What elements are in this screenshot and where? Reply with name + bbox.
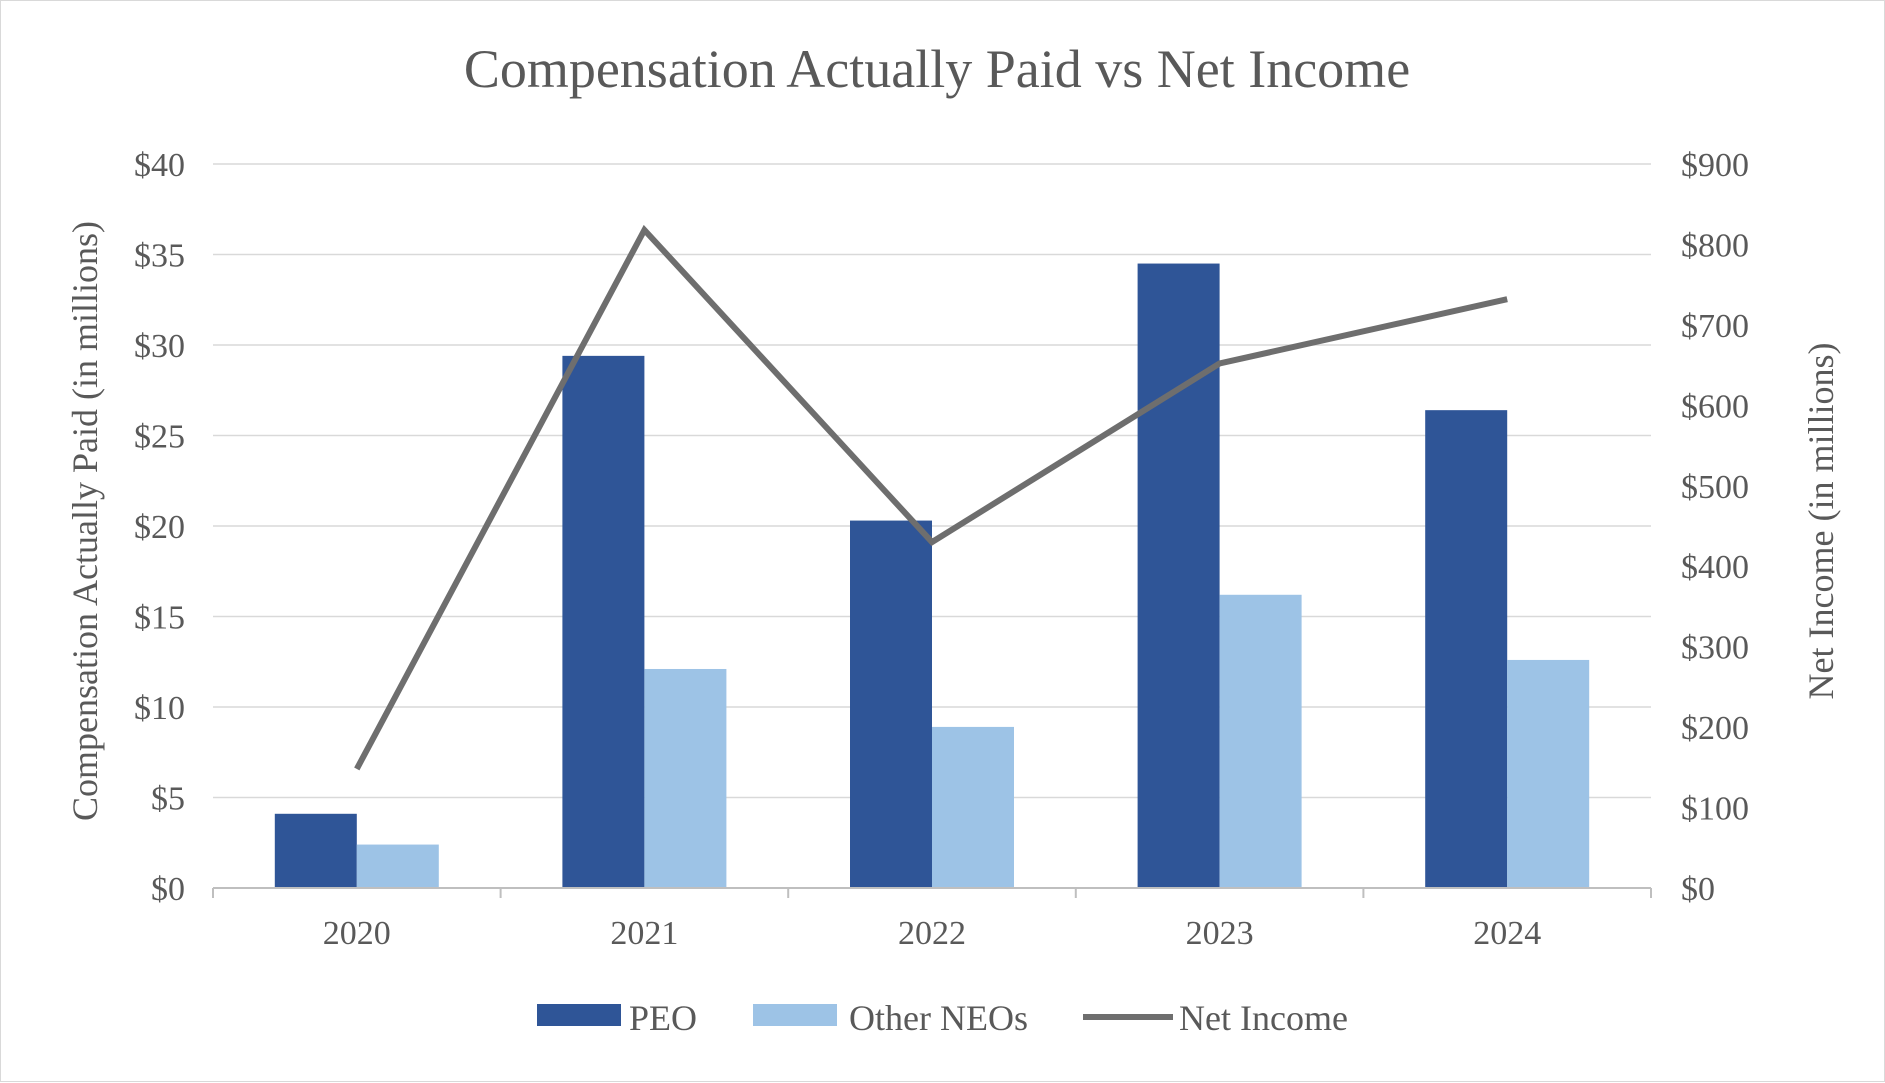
right-tick-label: $500 bbox=[1681, 469, 1749, 506]
bar-other-neos bbox=[644, 669, 726, 888]
left-tick-label: $5 bbox=[151, 781, 185, 818]
legend-swatch-peo bbox=[537, 1004, 621, 1026]
left-tick-label: $0 bbox=[151, 871, 185, 908]
right-axis-title: Net Income (in millions) bbox=[1801, 343, 1841, 700]
right-tick-label: $900 bbox=[1681, 147, 1749, 184]
bar-peo bbox=[1138, 264, 1220, 888]
left-tick-label: $20 bbox=[134, 509, 185, 546]
x-tick-label: 2022 bbox=[898, 915, 966, 952]
bar-peo bbox=[275, 814, 357, 888]
right-tick-label: $400 bbox=[1681, 549, 1749, 586]
chart-title: Compensation Actually Paid vs Net Income bbox=[464, 39, 1410, 99]
legend-label-peo: PEO bbox=[629, 998, 697, 1038]
left-tick-label: $35 bbox=[134, 238, 185, 275]
left-tick-label: $40 bbox=[134, 147, 185, 184]
legend-label-other-neos: Other NEOs bbox=[849, 998, 1028, 1038]
legend-label-net-income: Net Income bbox=[1179, 998, 1348, 1038]
x-tick-label: 2023 bbox=[1186, 915, 1254, 952]
x-tick-label: 2020 bbox=[323, 915, 391, 952]
bar-other-neos bbox=[1220, 595, 1302, 888]
right-tick-label: $700 bbox=[1681, 308, 1749, 345]
bar-other-neos bbox=[357, 845, 439, 888]
bar-series bbox=[275, 264, 1589, 888]
legend-swatch-other-neos bbox=[753, 1004, 837, 1026]
left-axis-title: Compensation Actually Paid (in millions) bbox=[65, 221, 105, 821]
left-tick-label: $30 bbox=[134, 328, 185, 365]
left-tick-label: $15 bbox=[134, 600, 185, 637]
bar-peo bbox=[1425, 410, 1507, 888]
bar-other-neos bbox=[1507, 660, 1589, 888]
left-tick-label: $10 bbox=[134, 690, 185, 727]
right-tick-label: $200 bbox=[1681, 710, 1749, 747]
bar-peo bbox=[850, 521, 932, 888]
right-tick-label: $800 bbox=[1681, 227, 1749, 264]
x-tick-label: 2021 bbox=[610, 915, 678, 952]
right-tick-label: $100 bbox=[1681, 791, 1749, 828]
x-tick-label: 2024 bbox=[1473, 915, 1541, 952]
right-tick-label: $0 bbox=[1681, 871, 1715, 908]
bar-other-neos bbox=[932, 727, 1014, 888]
left-tick-label: $25 bbox=[134, 419, 185, 456]
bar-peo bbox=[562, 356, 644, 888]
right-tick-label: $600 bbox=[1681, 388, 1749, 425]
legend: PEO Other NEOs Net Income bbox=[537, 998, 1348, 1038]
right-tick-label: $300 bbox=[1681, 630, 1749, 667]
